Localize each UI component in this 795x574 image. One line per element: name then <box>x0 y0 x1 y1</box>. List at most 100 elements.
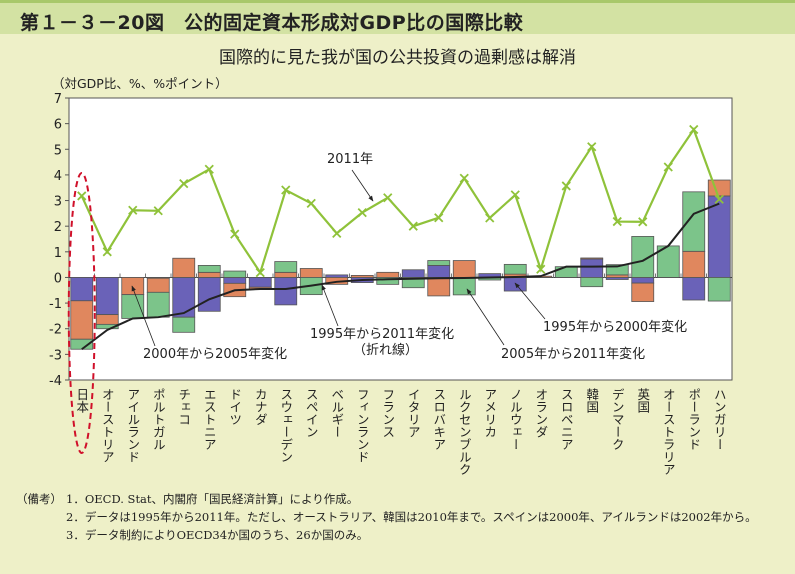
y-tick-label: 2 <box>54 220 62 235</box>
bar-2000年から2005年変化 <box>427 277 451 297</box>
title-bar: 第１－３－20図 公的固定資本形成対GDP比の国際比較 <box>0 0 795 34</box>
marker-2011 <box>638 217 648 227</box>
bar-2005年から2011年変化 <box>503 263 527 275</box>
figure-title: 第１－３－20図 公的固定資本形成対GDP比の国際比較 <box>20 12 524 34</box>
annotation-arrow <box>466 288 505 346</box>
bar-1995年から2000年変化 <box>70 277 94 302</box>
category-label: スウェーデン <box>278 388 293 463</box>
category-label: 日本 <box>74 388 89 414</box>
marker-2011 <box>153 206 163 216</box>
y-tick-label: -2 <box>49 323 62 338</box>
y-tick-label: 4 <box>54 169 62 184</box>
category-label: ドイツ <box>227 388 242 426</box>
marker-2011 <box>459 173 469 183</box>
bar-2005年から2011年変化 <box>197 265 221 273</box>
category-label: スロベニア <box>559 388 574 451</box>
bar-2000年から2005年変化 <box>682 250 706 278</box>
category-label: フランス <box>380 388 395 438</box>
annotation-y2011: 2011年 <box>327 152 373 167</box>
marker-2011 <box>77 191 87 201</box>
bar-2000年から2005年変化 <box>146 277 170 293</box>
marker-2011 <box>434 213 444 223</box>
bar-2005年から2011年変化 <box>452 277 476 296</box>
annotation-arrow <box>321 284 339 327</box>
notes: （備考） 1．OECD. Stat、内閣府「国民経済計算」により作成。 2．データ… <box>16 490 766 544</box>
marker-2011 <box>408 221 418 231</box>
category-label: 英国 <box>635 388 650 413</box>
annotation-s0511: 2005年から2011年変化 <box>501 346 645 362</box>
bar-2005年から2011年変化 <box>631 236 655 278</box>
marker-2011 <box>561 181 571 191</box>
category-label: ハンガリー <box>712 388 727 451</box>
bar-2005年から2011年変化 <box>172 316 196 333</box>
category-label: アメリカ <box>482 388 497 438</box>
notes-label: （備考） <box>16 492 62 506</box>
bar-1995年から2000年変化 <box>682 277 706 301</box>
note-2: 2．データは1995年から2011年。ただし、オーストラリア、韓国は2010年ま… <box>66 510 757 524</box>
bar-2005年から2011年変化 <box>223 270 247 278</box>
category-label: ノルウェー <box>508 388 523 451</box>
marker-2011 <box>689 124 699 135</box>
bar-2000年から2005年変化 <box>707 179 731 197</box>
marker-2011 <box>281 185 291 195</box>
bar-1995年から2000年変化 <box>580 258 604 278</box>
bar-2000年から2005年変化 <box>70 300 94 340</box>
japan-highlight-ellipse <box>67 172 96 454</box>
marker-2011 <box>179 178 189 189</box>
category-label: カナダ <box>253 388 268 426</box>
bar-2005年から2011年変化 <box>682 191 706 252</box>
marker-2011 <box>204 164 214 174</box>
annotation-s9511a: 1995年から2011年変化 <box>310 326 454 342</box>
category-label: オランダ <box>533 388 548 438</box>
category-label: フィンランド <box>355 388 370 463</box>
bar-2005年から2011年変化 <box>146 291 170 318</box>
annotation-s9511b: （折れ線） <box>353 342 418 358</box>
marker-2011 <box>612 216 622 227</box>
bar-1995年から2000年変化 <box>401 269 425 278</box>
bar-2005年から2011年変化 <box>376 277 400 285</box>
bar-2000年から2005年変化 <box>95 314 119 325</box>
note-3: 3．データ制約によりOECD34か国のうち、26か国のみ。 <box>66 528 369 542</box>
y-tick-label: 7 <box>54 92 62 107</box>
marker-2011 <box>714 194 724 204</box>
category-label: アイルランド <box>125 388 140 463</box>
marker-2011 <box>332 228 342 238</box>
marker-2011 <box>357 207 367 218</box>
bar-1995年から2000年変化 <box>274 277 298 306</box>
category-label: チェコ <box>176 388 191 426</box>
line-2011年 <box>80 127 721 276</box>
bar-2000年から2005年変化 <box>631 282 655 302</box>
bar-1995年から2000年変化 <box>503 277 527 292</box>
marker-2011 <box>587 142 597 152</box>
y-tick-label: -1 <box>49 297 62 312</box>
bar-2000年から2005年変化 <box>121 277 145 296</box>
y-tick-label: 6 <box>54 118 62 133</box>
bar-2005年から2011年変化 <box>580 277 604 288</box>
bar-2000年から2005年変化 <box>274 271 298 278</box>
marker-2011 <box>128 205 138 215</box>
bar-2000年から2005年変化 <box>197 271 221 278</box>
bar-2005年から2011年変化 <box>554 266 578 278</box>
category-label: スペイン <box>304 388 319 438</box>
marker-2011 <box>102 247 112 257</box>
bar-2005年から2011年変化 <box>401 277 425 289</box>
marker-2011 <box>485 213 495 223</box>
bar-1995年から2000年変化 <box>427 265 451 278</box>
bar-1995年から2000年変化 <box>95 277 119 316</box>
bar-2005年から2011年変化 <box>605 264 629 276</box>
bar-1995年から2000年変化 <box>172 277 196 318</box>
category-label: 韓国 <box>584 388 599 413</box>
bar-1995年から2000年変化 <box>631 277 655 284</box>
y-tick-label: 0 <box>54 271 62 286</box>
annotation-s0005: 2000年から2005年変化 <box>143 346 287 362</box>
marker-2011 <box>663 162 673 172</box>
y-axis-label: （対GDP比、%、%ポイント） <box>52 76 228 91</box>
bar-2005年から2011年変化 <box>274 261 298 273</box>
line-1995年から2011年変化（折れ線） <box>81 202 720 351</box>
y-tick-label: 3 <box>54 195 62 210</box>
bar-2000年から2005年変化 <box>452 260 476 278</box>
marker-2011 <box>306 198 316 209</box>
category-label: ベルギー <box>329 388 344 438</box>
annotation-arrow <box>514 282 546 320</box>
